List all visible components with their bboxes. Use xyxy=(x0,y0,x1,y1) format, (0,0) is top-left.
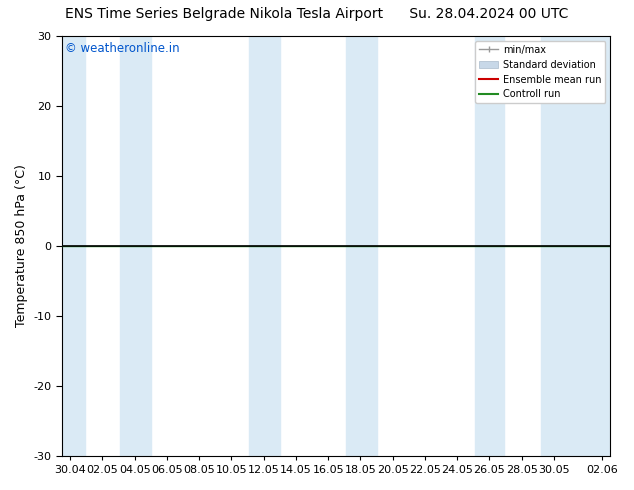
Legend: min/max, Standard deviation, Ensemble mean run, Controll run: min/max, Standard deviation, Ensemble me… xyxy=(475,41,605,103)
Bar xyxy=(120,36,151,456)
Bar xyxy=(249,36,280,456)
Y-axis label: Temperature 850 hPa (°C): Temperature 850 hPa (°C) xyxy=(15,165,28,327)
Text: © weatheronline.in: © weatheronline.in xyxy=(65,43,179,55)
Bar xyxy=(62,36,85,456)
Text: ENS Time Series Belgrade Nikola Tesla Airport      Su. 28.04.2024 00 UTC: ENS Time Series Belgrade Nikola Tesla Ai… xyxy=(65,7,569,22)
Bar xyxy=(541,36,611,456)
Bar xyxy=(475,36,504,456)
Bar xyxy=(346,36,377,456)
